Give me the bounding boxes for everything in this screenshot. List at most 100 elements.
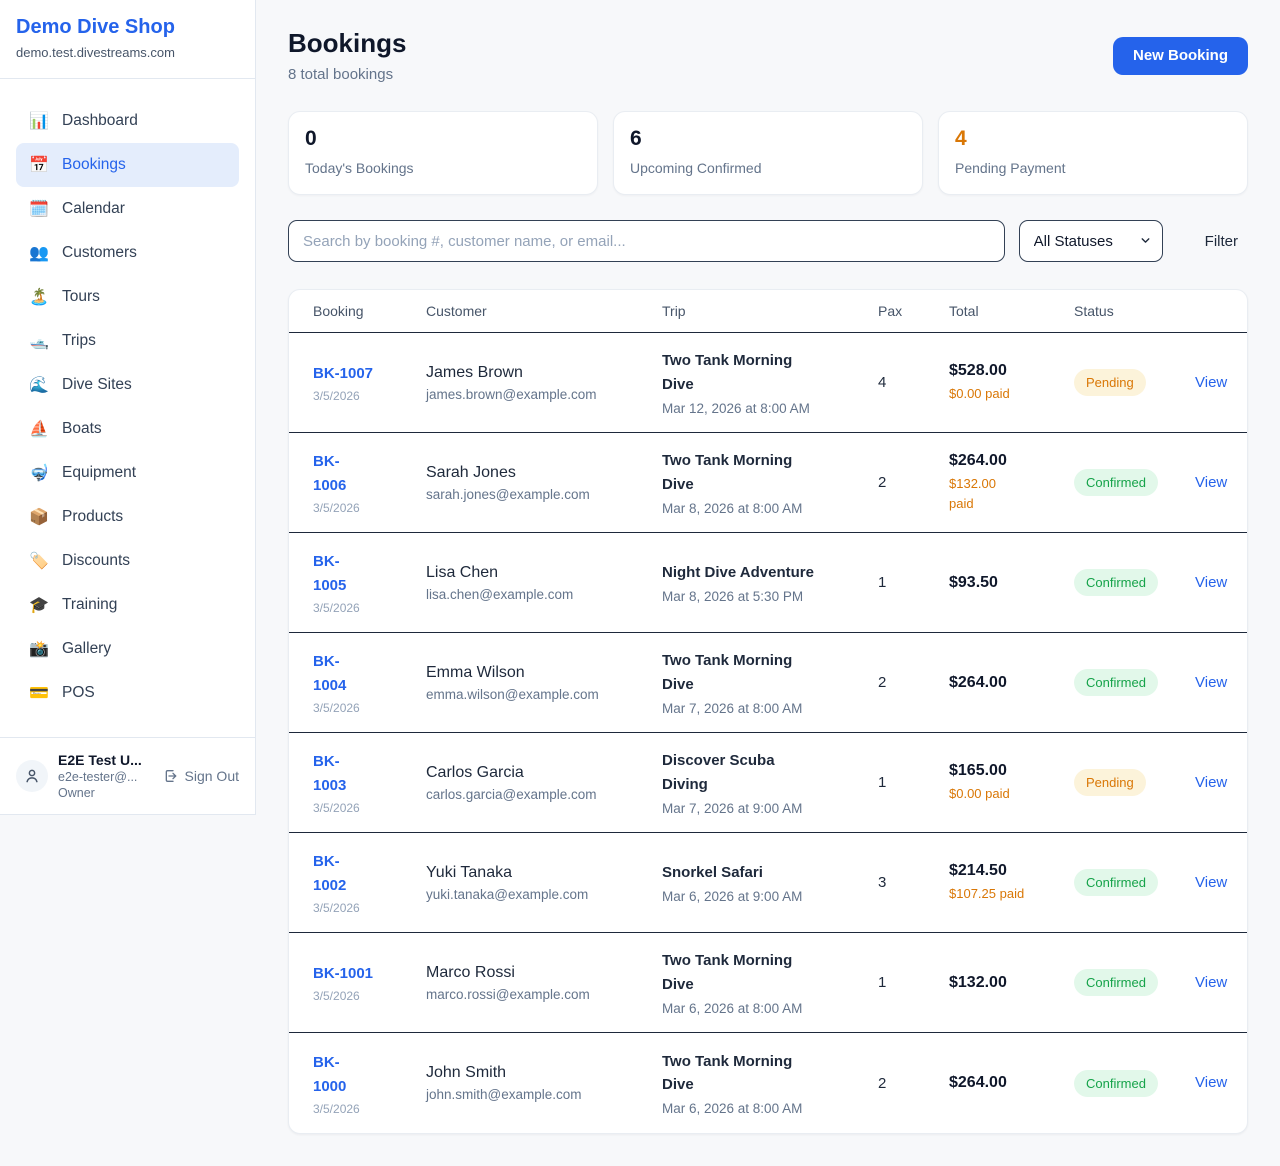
sidebar-item-gallery[interactable]: 📸 Gallery <box>16 627 239 671</box>
island-icon: 🏝️ <box>29 289 49 306</box>
trip-name: Two Tank Morning Dive <box>662 652 793 693</box>
status-select[interactable]: All Statuses <box>1018 220 1163 262</box>
stat-value: 6 <box>630 127 642 150</box>
view-link[interactable]: View <box>1195 673 1228 691</box>
sidebar-item-tours[interactable]: 🏝️ Tours <box>16 275 239 319</box>
sign-out-button[interactable]: Sign Out <box>163 768 239 784</box>
column-header-total: Total <box>949 303 979 319</box>
view-link[interactable]: View <box>1195 573 1228 591</box>
booking-id-link[interactable]: BK-1001 <box>313 965 374 982</box>
sidebar-item-boats[interactable]: ⛵ Boats <box>16 407 239 451</box>
status-badge: Confirmed <box>1074 469 1158 496</box>
total-amount: $264.00 <box>949 673 1007 691</box>
new-booking-button[interactable]: New Booking <box>1112 36 1248 75</box>
total-amount: $132.00 <box>949 973 1007 991</box>
trip-datetime: Mar 7, 2026 at 9:00 AM <box>662 800 803 816</box>
sidebar-item-label: Trips <box>62 332 96 349</box>
table-row: BK-1001 3/5/2026 Marco Rossi marco.rossi… <box>289 933 1247 1033</box>
trip-datetime: Mar 8, 2026 at 5:30 PM <box>662 589 804 605</box>
customer-name: Yuki Tanaka <box>426 863 512 881</box>
total-amount: $264.00 <box>949 452 1007 469</box>
booking-id-link[interactable]: BK- 1005 <box>313 553 347 594</box>
sidebar-item-products[interactable]: 📦 Products <box>16 495 239 539</box>
pax-count: 4 <box>878 374 887 391</box>
trip-name: Two Tank Morning Dive <box>662 1052 793 1093</box>
booking-id-link[interactable]: BK- 1000 <box>313 1053 347 1095</box>
bar-chart-icon: 📊 <box>29 113 49 130</box>
paid-amount: $0.00 paid <box>949 785 1010 801</box>
booking-id-link[interactable]: BK- 1002 <box>313 853 347 894</box>
booking-id-link[interactable]: BK- 1003 <box>313 753 347 794</box>
search-input[interactable] <box>288 220 1005 262</box>
customer-name: Emma Wilson <box>426 663 525 681</box>
sidebar-item-bookings[interactable]: 📅 Bookings <box>16 143 239 187</box>
column-header-customer: Customer <box>426 303 487 319</box>
table-row: BK- 1004 3/5/2026 Emma Wilson emma.wilso… <box>289 633 1247 733</box>
stat-label: Pending Payment <box>955 160 1066 176</box>
trip-datetime: Mar 12, 2026 at 8:00 AM <box>662 400 810 416</box>
view-link[interactable]: View <box>1195 473 1228 491</box>
sidebar-item-trips[interactable]: 🛥️ Trips <box>16 319 239 363</box>
customer-email: james.brown@example.com <box>426 386 597 402</box>
sidebar-item-training[interactable]: 🎓 Training <box>16 583 239 627</box>
pax-count: 2 <box>878 674 887 691</box>
customer-name: Marco Rossi <box>426 963 515 981</box>
trip-name: Night Dive Adventure <box>662 563 814 581</box>
view-link[interactable]: View <box>1195 973 1228 991</box>
booking-date: 3/5/2026 <box>313 989 360 1003</box>
sidebar-item-dashboard[interactable]: 📊 Dashboard <box>16 99 239 143</box>
filter-button[interactable]: Filter <box>1195 233 1248 250</box>
trip-name: Discover Scuba Diving <box>662 752 775 793</box>
view-link[interactable]: View <box>1195 1074 1228 1091</box>
customer-name: John Smith <box>426 1064 507 1081</box>
status-select-wrap: All Statuses <box>1018 220 1163 262</box>
table-header: Booking Customer Trip Pax Total Status <box>289 290 1247 333</box>
sidebar-item-label: Bookings <box>62 156 126 173</box>
customer-name: Carlos Garcia <box>426 763 524 781</box>
sidebar-item-dive-sites[interactable]: 🌊 Dive Sites <box>16 363 239 407</box>
booking-id-link[interactable]: BK- 1004 <box>313 653 347 694</box>
pax-count: 2 <box>878 1074 887 1092</box>
customer-email: yuki.tanaka@example.com <box>426 886 589 902</box>
status-badge: Pending <box>1074 369 1146 396</box>
stat-card-todays-bookings: 0 Today's Bookings <box>288 111 598 195</box>
total-amount: $93.50 <box>949 573 998 591</box>
bookings-table: Booking Customer Trip Pax Total Status B… <box>288 289 1248 1134</box>
trip-name: Two Tank Morning Dive <box>662 352 793 393</box>
table-row: BK- 1002 3/5/2026 Yuki Tanaka yuki.tanak… <box>289 833 1247 933</box>
customer-email: carlos.garcia@example.com <box>426 786 597 802</box>
booking-id-link[interactable]: BK- 1006 <box>313 453 347 494</box>
view-link[interactable]: View <box>1195 373 1228 391</box>
sidebar-user-section: E2E Test U... e2e-tester@... Owner Sign … <box>0 737 255 814</box>
customer-name: James Brown <box>426 363 523 381</box>
filter-row: All Statuses Filter <box>288 220 1248 262</box>
total-amount: $214.50 <box>949 861 1007 879</box>
sidebar-item-equipment[interactable]: 🤿 Equipment <box>16 451 239 495</box>
stats-row: 0 Today's Bookings 6 Upcoming Confirmed … <box>288 111 1248 195</box>
view-link[interactable]: View <box>1195 773 1228 791</box>
pax-count: 1 <box>878 974 887 991</box>
stat-label: Upcoming Confirmed <box>630 160 762 176</box>
calendar-date-icon: 📅 <box>29 157 49 174</box>
sidebar-item-calendar[interactable]: 🗓️ Calendar <box>16 187 239 231</box>
customer-email: john.smith@example.com <box>426 1087 582 1102</box>
customer-name: Lisa Chen <box>426 563 499 581</box>
view-link[interactable]: View <box>1195 873 1228 891</box>
trip-datetime: Mar 8, 2026 at 8:00 AM <box>662 500 803 516</box>
sidebar-item-label: Discounts <box>62 552 131 569</box>
sidebar-item-customers[interactable]: 👥 Customers <box>16 231 239 275</box>
booking-date: 3/5/2026 <box>313 501 360 515</box>
column-header-trip: Trip <box>662 303 686 319</box>
sidebar-nav: 📊 Dashboard 📅 Bookings 🗓️ Calendar 👥 Cus… <box>0 79 255 725</box>
status-badge: Confirmed <box>1074 1069 1158 1097</box>
sidebar-item-label: Training <box>62 596 118 613</box>
credit-card-icon: 💳 <box>29 685 49 702</box>
people-icon: 👥 <box>29 245 49 262</box>
booking-date: 3/5/2026 <box>313 1101 360 1116</box>
sidebar-item-discounts[interactable]: 🏷️ Discounts <box>16 539 239 583</box>
status-badge: Confirmed <box>1074 869 1158 896</box>
booking-id-link[interactable]: BK-1007 <box>313 365 374 382</box>
table-row: BK-1007 3/5/2026 James Brown james.brown… <box>289 333 1247 433</box>
trip-name: Two Tank Morning Dive <box>662 952 793 993</box>
sidebar-item-pos[interactable]: 💳 POS <box>16 671 239 715</box>
